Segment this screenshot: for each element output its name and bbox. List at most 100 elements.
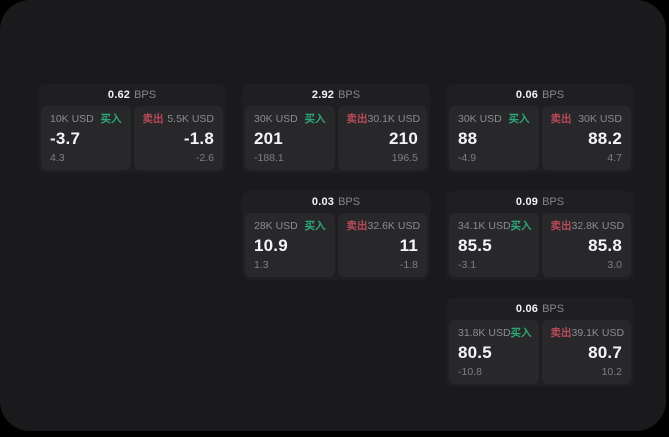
card-header: 0.03 BPS [245, 191, 427, 213]
sell-panel-top: 卖出 32.6K USD [346, 220, 421, 233]
buy-tag: 买入 [508, 113, 530, 125]
quote-panels: 10K USD 买入 -3.7 4.3 卖出 5.5K USD -1.8 -2.… [41, 106, 223, 170]
sell-panel[interactable]: 卖出 30.1K USD 210 196.5 [337, 106, 427, 170]
buy-tag: 买入 [510, 327, 532, 339]
sell-size: 32.6K USD [367, 220, 421, 232]
buy-panel-top: 28K USD 买入 [254, 220, 326, 233]
sell-value: 210 [389, 129, 418, 148]
sell-tag: 卖出 [142, 113, 164, 125]
buy-panel-top: 30K USD 买入 [254, 113, 326, 126]
bps-value: 2.92 [311, 89, 335, 101]
quote-panels: 28K USD 买入 10.9 1.3 卖出 32.6K USD 11 -1.8 [245, 213, 427, 277]
buy-value: 10.9 [254, 236, 288, 255]
buy-value: 201 [254, 129, 283, 148]
buy-panel[interactable]: 30K USD 买入 201 -188.1 [245, 106, 335, 170]
buy-sub-value: -3.1 [458, 259, 477, 271]
sell-sub-value: -1.8 [399, 259, 418, 271]
sell-panel-top: 卖出 39.1K USD [550, 327, 625, 340]
bps-unit: BPS [542, 196, 565, 208]
buy-panel-top: 34.1K USD 买入 [458, 220, 532, 233]
bps-value: 0.62 [107, 89, 131, 101]
sell-value: -1.8 [183, 129, 214, 148]
buy-size: 10K USD [50, 113, 94, 125]
sell-panel[interactable]: 卖出 32.8K USD 85.8 3.0 [541, 213, 631, 277]
buy-panel[interactable]: 28K USD 买入 10.9 1.3 [245, 213, 335, 277]
sell-tag: 卖出 [346, 220, 368, 232]
bps-unit: BPS [542, 303, 565, 315]
sell-panel[interactable]: 卖出 39.1K USD 80.7 10.2 [541, 320, 631, 384]
sell-panel-top: 卖出 5.5K USD [143, 113, 215, 126]
bps-value: 0.09 [515, 196, 539, 208]
sell-value: 11 [399, 236, 418, 255]
quote-card-grid: 0.62 BPS 10K USD 买入 -3.7 4.3 卖出 5.5K USD [38, 84, 634, 387]
sell-size: 39.1K USD [571, 327, 625, 339]
buy-tag: 买入 [100, 113, 122, 125]
sell-sub-value: 3.0 [607, 259, 622, 271]
buy-value: -3.7 [50, 129, 81, 148]
bps-unit: BPS [542, 89, 565, 101]
bps-value: 0.06 [515, 303, 539, 315]
card-header: 0.06 BPS [449, 298, 631, 320]
sell-tag: 卖出 [346, 113, 368, 125]
quote-panels: 31.8K USD 买入 80.5 -10.8 卖出 39.1K USD 80.… [449, 320, 631, 384]
card-header: 0.09 BPS [449, 191, 631, 213]
buy-panel[interactable]: 30K USD 买入 88 -4.9 [449, 106, 539, 170]
quote-card: 0.06 BPS 31.8K USD 买入 80.5 -10.8 卖出 39.1… [446, 298, 634, 387]
buy-size: 31.8K USD [458, 327, 511, 339]
bps-value: 0.06 [515, 89, 539, 101]
buy-size: 30K USD [458, 113, 502, 125]
quote-card: 0.06 BPS 30K USD 买入 88 -4.9 卖出 30K USD [446, 84, 634, 173]
buy-tag: 买入 [304, 220, 326, 232]
buy-panel-top: 10K USD 买入 [50, 113, 122, 126]
quote-panels: 30K USD 买入 201 -188.1 卖出 30.1K USD 210 1… [245, 106, 427, 170]
sell-sub-value: 4.7 [607, 152, 622, 164]
bps-unit: BPS [134, 89, 157, 101]
sell-panel[interactable]: 卖出 5.5K USD -1.8 -2.6 [133, 106, 223, 170]
sell-panel-top: 卖出 32.8K USD [550, 220, 625, 233]
buy-value: 80.5 [458, 343, 492, 362]
sell-panel[interactable]: 卖出 32.6K USD 11 -1.8 [337, 213, 427, 277]
buy-panel-top: 31.8K USD 买入 [458, 327, 532, 340]
buy-sub-value: -188.1 [254, 152, 284, 164]
buy-value: 88 [458, 129, 478, 148]
quote-card: 2.92 BPS 30K USD 买入 201 -188.1 卖出 30.1K … [242, 84, 430, 173]
card-header: 0.06 BPS [449, 84, 631, 106]
sell-tag: 卖出 [550, 327, 572, 339]
buy-size: 30K USD [254, 113, 298, 125]
sell-panel-top: 卖出 30.1K USD [346, 113, 421, 126]
buy-sub-value: -10.8 [458, 366, 482, 378]
buy-panel-top: 30K USD 买入 [458, 113, 530, 126]
sell-sub-value: -2.6 [195, 152, 214, 164]
buy-size: 34.1K USD [458, 220, 511, 232]
quote-card: 0.03 BPS 28K USD 买入 10.9 1.3 卖出 32.6K US… [242, 191, 430, 280]
buy-panel[interactable]: 34.1K USD 买入 85.5 -3.1 [449, 213, 539, 277]
sell-tag: 卖出 [550, 220, 572, 232]
sell-size: 5.5K USD [167, 113, 214, 125]
buy-panel[interactable]: 31.8K USD 买入 80.5 -10.8 [449, 320, 539, 384]
quote-card: 0.09 BPS 34.1K USD 买入 85.5 -3.1 卖出 32.8K… [446, 191, 634, 280]
card-header: 0.62 BPS [41, 84, 223, 106]
buy-size: 28K USD [254, 220, 298, 232]
buy-tag: 买入 [510, 220, 532, 232]
sell-panel[interactable]: 卖出 30K USD 88.2 4.7 [541, 106, 631, 170]
sell-sub-value: 10.2 [601, 366, 622, 378]
sell-sub-value: 196.5 [391, 152, 418, 164]
quote-card: 0.62 BPS 10K USD 买入 -3.7 4.3 卖出 5.5K USD [38, 84, 226, 173]
bps-unit: BPS [338, 89, 361, 101]
quote-panels: 34.1K USD 买入 85.5 -3.1 卖出 32.8K USD 85.8… [449, 213, 631, 277]
card-header: 2.92 BPS [245, 84, 427, 106]
buy-sub-value: 1.3 [254, 259, 269, 271]
buy-sub-value: 4.3 [50, 152, 65, 164]
sell-tag: 卖出 [550, 113, 572, 125]
buy-sub-value: -4.9 [458, 152, 477, 164]
sell-value: 80.7 [588, 343, 622, 362]
sell-size: 32.8K USD [571, 220, 625, 232]
bps-value: 0.03 [311, 196, 335, 208]
buy-panel[interactable]: 10K USD 买入 -3.7 4.3 [41, 106, 131, 170]
sell-value: 88.2 [588, 129, 622, 148]
buy-tag: 买入 [304, 113, 326, 125]
sell-value: 85.8 [588, 236, 622, 255]
bps-unit: BPS [338, 196, 361, 208]
sell-size: 30.1K USD [367, 113, 421, 125]
